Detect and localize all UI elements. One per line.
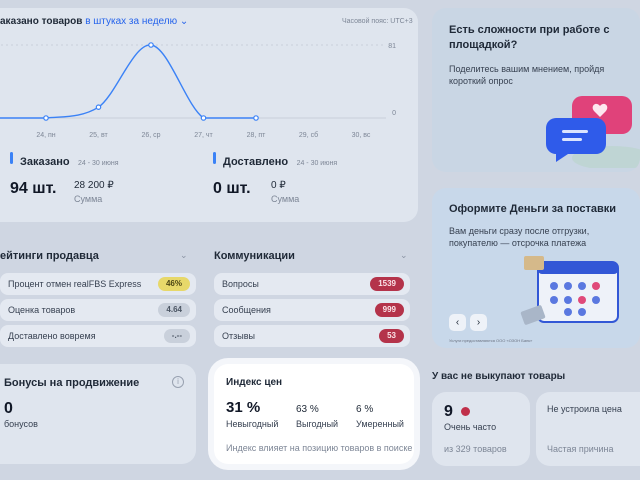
delivered-sum-label: Сумма (271, 194, 300, 204)
ratings-title: ейтинги продавца (0, 250, 99, 262)
y-tick-max: 81 (388, 43, 396, 50)
price-index-moderate-value: 6 % (356, 404, 374, 415)
comms-row[interactable]: Вопросы 1539 (214, 273, 410, 295)
comms-row-label: Отзывы (222, 331, 255, 341)
survey-text: Поделитесь вашим мнением, пройдя коротки… (449, 64, 605, 86)
returns-reason-sub: Частая причина (547, 444, 614, 454)
orders-card: 81 0 24, пн 25, вт 26, ср 27, чт 28, пт 29, сб 3… (0, 8, 418, 222)
bonus-title: Бонусы на продвижение (4, 377, 140, 389)
price-index-title: Индекс цен (226, 377, 283, 388)
accent-bar (213, 152, 216, 164)
x-tick-label: 27, чт (194, 132, 213, 139)
accent-bar (10, 152, 13, 164)
money-disclaimer: Услуги предоставляются ООО «ОЗОН Банк» (449, 338, 533, 343)
orders-title: аказано товаров в штуках за неделю ⌄ (0, 16, 188, 27)
bonus-card[interactable]: Бонусы на продвижение i 0 бонусов (0, 364, 196, 464)
orders-point[interactable] (43, 115, 49, 121)
price-index-note: Индекс влияет на позицию товаров в поиск… (226, 443, 413, 453)
timezone-label: Часовой пояс: UTC+3 (342, 18, 413, 25)
orders-point[interactable] (148, 42, 154, 48)
chevron-down-icon: ⌄ (179, 16, 189, 27)
ordered-count: 94 шт. (10, 180, 57, 197)
x-tick-label: 24, пн (36, 132, 55, 139)
y-tick-zero: 0 (392, 110, 396, 117)
ordered-label: Заказано (20, 156, 70, 168)
orders-point[interactable] (200, 115, 207, 121)
money-title: Оформите Деньги за поставки (449, 203, 617, 215)
orders-title-text: аказано товаров (0, 16, 83, 27)
price-index-favorable-value: 63 % (296, 404, 319, 415)
money-banner[interactable]: Оформите Деньги за поставки Вам деньги с… (432, 188, 640, 348)
comms-row[interactable]: Отзывы 53 (214, 325, 410, 347)
returns-count-label: Очень часто (444, 422, 497, 432)
price-index-favorable-label: Выгодный (296, 419, 339, 429)
rating-badge: 4.64 (158, 303, 190, 317)
comms-badge: 53 (379, 329, 404, 343)
x-tick-label: 30, вс (352, 132, 371, 139)
rating-badge: -.-- (163, 329, 190, 343)
prev-slide-button[interactable]: ‹ (449, 314, 466, 331)
info-icon[interactable]: i (172, 376, 184, 388)
price-index-card[interactable]: Индекс цен 31 % Невыгодный 63 % Выгодный… (214, 364, 414, 464)
returns-title: У вас не выкупают товары (432, 371, 566, 382)
rating-row-label: Оценка товаров (8, 305, 76, 315)
returns-reason: Не устроила цена (547, 404, 622, 414)
comms-title: Коммуникации (214, 250, 295, 262)
x-tick-label: 28, пт (247, 132, 266, 139)
delivered-sum: 0 ₽ (271, 180, 286, 191)
bonus-value: 0 (4, 400, 13, 417)
comms-badge: 999 (374, 303, 404, 317)
delivered-count: 0 шт. (213, 180, 251, 197)
price-index-moderate-label: Умеренный (356, 419, 404, 429)
rating-row-label: Процент отмен realFBS Express (8, 279, 142, 289)
returns-count-sub: из 329 товаров (444, 444, 507, 454)
comms-row[interactable]: Сообщения 999 (214, 299, 410, 321)
rating-row[interactable]: Доставлено вовремя -.-- (0, 325, 196, 347)
delivered-label: Доставлено (223, 156, 289, 168)
rating-row-label: Доставлено вовремя (8, 331, 96, 341)
delivered-period: 24 - 30 июня (296, 160, 338, 167)
rating-badge: 46% (157, 277, 190, 291)
money-text: Вам деньги сразу после отгрузки, покупат… (449, 226, 590, 248)
orders-point[interactable] (95, 104, 102, 110)
comms-row-label: Вопросы (222, 279, 259, 289)
next-slide-button[interactable]: › (470, 314, 487, 331)
chevron-right-icon: › (476, 317, 481, 328)
orders-point[interactable] (253, 115, 259, 121)
comms-row-label: Сообщения (222, 305, 271, 315)
price-index-main-label: Невыгодный (226, 419, 279, 429)
period-selector-label: в штуках за неделю (85, 16, 178, 27)
bonus-unit: бонусов (4, 419, 38, 429)
status-dot-icon (461, 407, 470, 416)
period-selector[interactable]: в штуках за неделю ⌄ (85, 16, 188, 27)
survey-banner[interactable]: Есть сложности при работе с площадкой? П… (432, 8, 640, 172)
orders-chart: 81 0 24, пн 25, вт 26, ср 27, чт 28, пт 29, сб 3… (0, 42, 396, 139)
chevron-down-icon[interactable]: ⌄ (400, 250, 408, 260)
ordered-period: 24 - 30 июня (78, 160, 119, 167)
x-tick-label: 26, ср (141, 132, 160, 139)
comms-badge: 1539 (370, 277, 404, 291)
ordered-sum-label: Сумма (74, 194, 103, 204)
chat-bubbles-icon (546, 96, 640, 168)
rating-row[interactable]: Процент отмен realFBS Express 46% (0, 273, 196, 295)
x-tick-label: 29, сб (299, 131, 318, 139)
price-index-main-value: 31 % (226, 399, 261, 416)
returns-count-card[interactable]: 9 Очень часто из 329 товаров (432, 392, 530, 466)
orders-series-line (0, 44, 256, 119)
ordered-sum: 28 200 ₽ (74, 180, 114, 191)
survey-title: Есть сложности при работе с площадкой? (449, 24, 610, 51)
returns-count: 9 (444, 403, 453, 420)
calendar-icon (520, 256, 619, 325)
returns-reason-card[interactable]: Не устроила цена Частая причина (536, 392, 640, 466)
x-tick-label: 25, вт (89, 132, 108, 139)
chevron-left-icon: ‹ (455, 317, 460, 328)
chevron-down-icon[interactable]: ⌄ (180, 250, 188, 260)
rating-row[interactable]: Оценка товаров 4.64 (0, 299, 196, 321)
